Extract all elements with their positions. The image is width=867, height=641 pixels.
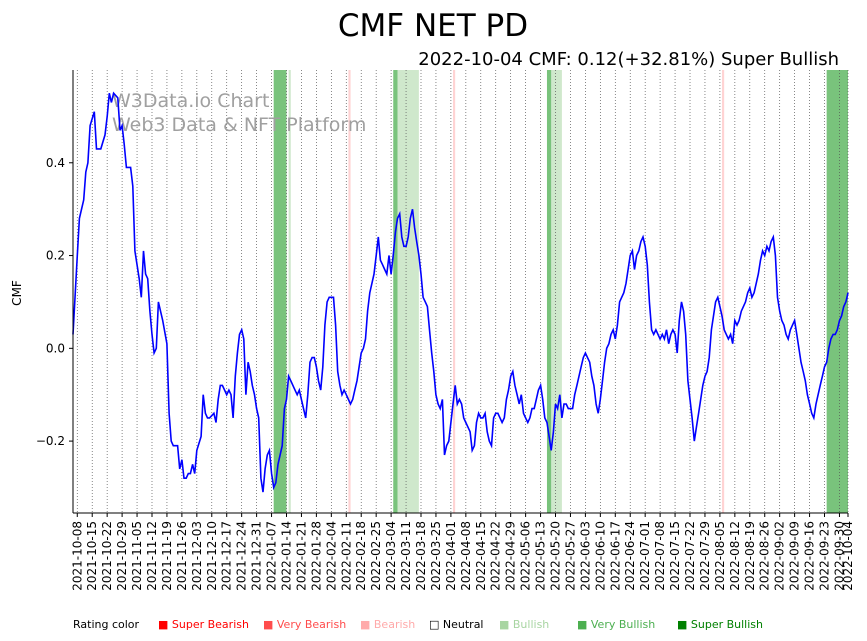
x-tick-label: 2022-07-15: [668, 521, 682, 591]
x-tick-label: 2021-12-17: [220, 521, 234, 591]
x-tick-label: 2022-03-04: [384, 521, 398, 591]
x-tick-label: 2022-09-09: [788, 521, 802, 591]
rating-band: [826, 70, 848, 513]
x-tick-label: 2021-10-29: [115, 521, 129, 591]
x-tick-label: 2022-02-18: [354, 521, 368, 591]
legend-label: Rating color: [73, 618, 140, 631]
x-tick-label: 2022-06-10: [593, 521, 607, 591]
x-tick-label: 2022-06-17: [608, 521, 622, 591]
rating-band: [546, 70, 552, 513]
x-tick-label: 2021-11-19: [160, 521, 174, 591]
x-tick-label: 2022-05-06: [519, 521, 533, 591]
x-tick-label: 2021-12-31: [250, 521, 264, 591]
y-axis-ticks: −0.2 0.0 0.2 0.4: [36, 156, 73, 448]
x-tick-label: 2022-05-13: [534, 521, 548, 591]
x-tick-label: 2022-06-24: [623, 521, 637, 591]
rating-band: [397, 70, 419, 513]
y-tick-label: −0.2: [36, 434, 65, 448]
x-tick-label: 2022-04-22: [489, 521, 503, 591]
x-tick-label: 2022-09-23: [818, 521, 832, 591]
x-tick-label: 2022-05-20: [549, 521, 563, 591]
x-tick-label: 2022-01-21: [294, 521, 308, 591]
x-tick-label: 2021-12-10: [205, 521, 219, 591]
x-tick-label: 2021-11-12: [145, 521, 159, 591]
x-tick-label: 2021-10-08: [70, 521, 84, 591]
x-tick-label: 2022-04-15: [474, 521, 488, 591]
x-tick-label: 2022-05-27: [563, 521, 577, 591]
x-tick-label: 2022-07-22: [683, 521, 697, 591]
rating-band: [348, 70, 351, 513]
x-tick-label: 2022-01-14: [279, 521, 293, 591]
x-tick-label: 2021-12-03: [190, 521, 204, 591]
legend-item: ■ Super Bearish: [158, 618, 249, 631]
x-tick-label: 2022-09-30: [832, 521, 846, 591]
x-tick-label: 2022-04-08: [459, 521, 473, 591]
legend-item: ■ Very Bearish: [263, 618, 346, 631]
x-tick-label: 2022-02-04: [324, 521, 338, 591]
x-tick-label: 2022-08-05: [713, 521, 727, 591]
x-tick-label: 2022-02-25: [369, 521, 383, 591]
x-tick-label: 2022-07-08: [653, 521, 667, 591]
x-tick-label: 2022-03-11: [399, 521, 413, 591]
x-tick-label: 2022-07-01: [638, 521, 652, 591]
x-tick-label: 2021-10-22: [100, 521, 114, 591]
rating-band: [393, 70, 398, 513]
y-tick-label: 0.0: [46, 341, 65, 355]
cmf-series-line: [72, 91, 849, 493]
vertical-grid: [76, 70, 849, 513]
x-tick-label: 2022-06-03: [578, 521, 592, 591]
watermark-line-2: Web3 Data & NFT Platform: [112, 114, 366, 136]
x-tick-label: 2021-11-26: [175, 521, 189, 591]
x-tick-label: 2022-04-29: [504, 521, 518, 591]
x-tick-label: 2021-10-15: [85, 521, 99, 591]
x-tick-label: 2022-03-18: [414, 521, 428, 591]
chart-title: CMF NET PD: [338, 8, 528, 44]
rating-band: [453, 70, 456, 513]
rating-band: [551, 70, 562, 513]
x-tick-label: 2022-08-26: [758, 521, 772, 591]
rating-legend: Rating color ■ Super Bearish ■ Very Beari…: [73, 618, 763, 631]
watermark-line-1: W3Data.io Chart: [112, 90, 269, 112]
x-tick-label: 2022-02-11: [339, 521, 353, 591]
x-tick-label: 2022-10-04: [841, 521, 855, 591]
y-axis-label: CMF: [10, 280, 24, 306]
rating-band: [288, 70, 291, 513]
x-tick-label: 2022-03-25: [429, 521, 443, 591]
chart-subtitle: 2022-10-04 CMF: 0.12(+32.81%) Super Bull…: [418, 49, 839, 70]
x-tick-label: 2022-09-16: [803, 521, 817, 591]
x-tick-label: 2021-11-05: [130, 521, 144, 591]
x-tick-label: 2022-08-12: [728, 521, 742, 591]
legend-item: ■ Super Bullish: [677, 618, 763, 631]
y-tick-label: 0.4: [46, 156, 65, 170]
x-tick-label: 2021-12-24: [235, 521, 249, 591]
x-tick-label: 2022-07-29: [698, 521, 712, 591]
rating-band: [273, 70, 287, 513]
x-tick-label: 2022-09-02: [773, 521, 787, 591]
legend-item: ■ Bullish: [499, 618, 549, 631]
x-tick-label: 2022-04-01: [444, 521, 458, 591]
x-tick-label: 2022-08-19: [743, 521, 757, 591]
x-axis-ticks: 2021-10-08 2021-10-15 2021-10-22 2021-10-29…: [70, 513, 855, 591]
rating-band: [722, 70, 725, 513]
x-tick-label: 2022-01-28: [309, 521, 323, 591]
rating-bands: [273, 70, 848, 513]
legend-item: ■ Bearish: [360, 618, 415, 631]
x-tick-label: 2022-01-07: [265, 521, 279, 591]
legend-item: □ Neutral: [429, 618, 484, 631]
legend-item: ■ Very Bullish: [577, 618, 655, 631]
y-tick-label: 0.2: [46, 249, 65, 263]
